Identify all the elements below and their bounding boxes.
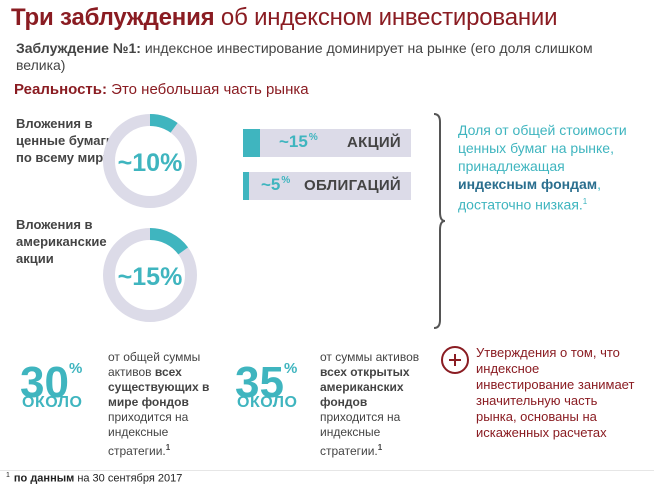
stat-value-world: 30%	[20, 358, 83, 407]
reality-text: Это небольшая часть рынка	[111, 81, 309, 98]
reality-line: Реальность: Это небольшая часть рынка	[14, 81, 309, 98]
page-title: Три заблуждения об индексном инвестирова…	[11, 4, 558, 31]
plus-circle-icon	[441, 346, 469, 374]
bar-bonds-pct: ~5%	[261, 175, 291, 194]
ring-chart-world: ~10%	[103, 114, 197, 208]
footnote: 1 по данным на 30 сентября 2017	[6, 472, 183, 485]
ring-label-world: Вложения в ценные бумаги по всему миру	[16, 116, 114, 165]
stat-okolo-world: ОКОЛО	[22, 394, 83, 411]
footer-divider	[0, 470, 654, 471]
stat-value-us: 35%	[235, 358, 298, 407]
stat-desc-us: от суммы активов всех открытых американс…	[320, 350, 420, 458]
misconception-text: Заблуждение №1: индексное инвестирование…	[16, 40, 616, 74]
stat-okolo-us: ОКОЛО	[237, 394, 298, 411]
ring-fill-arc	[149, 228, 189, 255]
misconception-label: Заблуждение №1:	[16, 40, 141, 56]
bar-stocks-fill	[243, 129, 260, 157]
bar-bonds-label: ОБЛИГАЦИЙ	[304, 177, 401, 194]
misconception-body: индексное инвестирование доминирует на р…	[16, 40, 593, 73]
curly-brace-icon	[433, 113, 446, 329]
ring-fill-arc	[149, 114, 178, 133]
stat-desc-world: от общей суммы активов всех существующих…	[108, 350, 210, 458]
ring-value-us: ~15%	[118, 263, 183, 291]
claim-text: Утверждения о том, что индексное инвести…	[476, 345, 635, 440]
bar-stocks-pct: ~15%	[279, 132, 318, 151]
note-index-share: Доля от общей стоимости ценных бумаг на …	[458, 122, 627, 213]
ring-value-world: ~10%	[118, 149, 183, 177]
ring-chart-us: ~15%	[103, 228, 197, 322]
bar-stocks-label: АКЦИЙ	[346, 134, 401, 151]
bar-bonds: ~5% ОБЛИГАЦИЙ	[243, 172, 411, 200]
bar-bonds-fill	[243, 172, 249, 200]
reality-label: Реальность:	[14, 81, 107, 98]
ring-label-us: Вложения в американские акции	[16, 217, 107, 266]
bar-stocks: ~15% АКЦИЙ	[243, 129, 411, 157]
